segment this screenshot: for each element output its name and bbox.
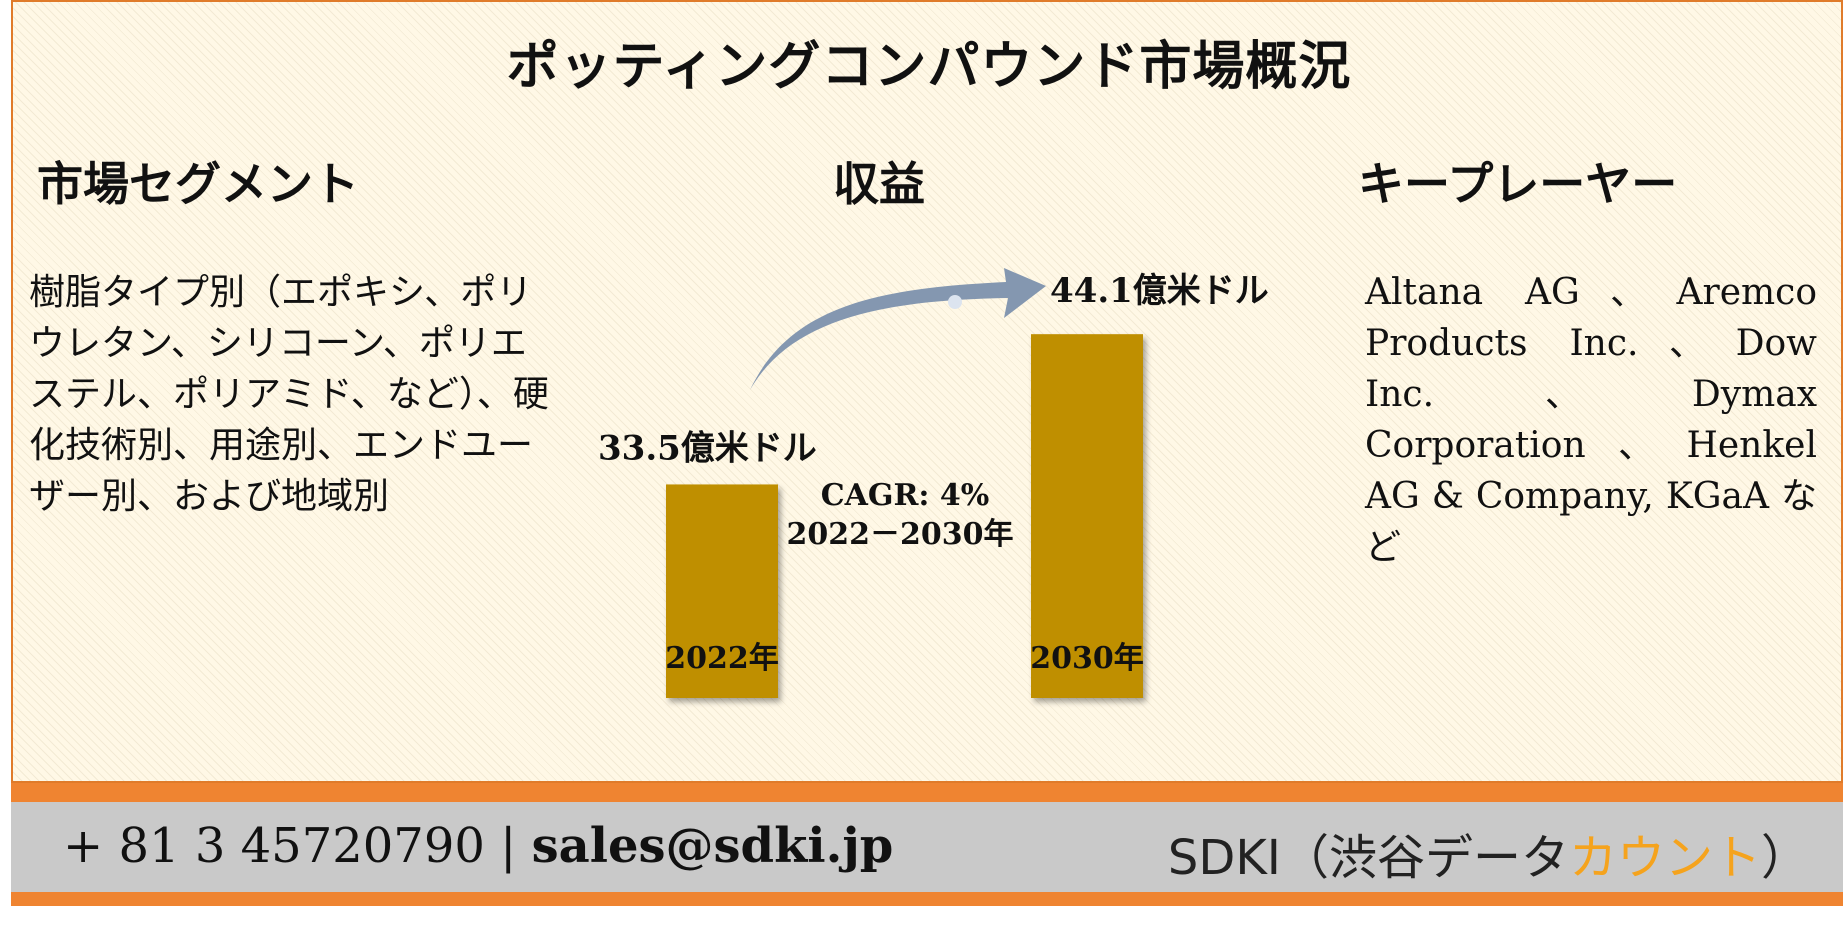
segment-description: 樹脂タイプ別（エポキシ、ポリウレタン、シリコーン、ポリエステル、ポリアミド、など… [29,272,549,517]
key-players-heading: キープレーヤー [1358,157,1678,211]
category-label-1: 2030年 [1030,641,1144,676]
email-link[interactable]: sales@sdki.jp [531,818,894,874]
brand-prefix: SDKI（渋谷データ [1167,830,1569,886]
category-label-0: 2022年 [665,641,779,676]
key-players-list: Altana AG、Aremco Products Inc.、Dow Inc.、… [1365,272,1817,568]
phone-number[interactable]: + 81 3 45720790 [63,818,485,874]
overview-panel: ポッティングコンパウンド市場概況 市場セグメント 収益 キープレーヤー 樹脂タイ… [11,0,1843,783]
value-label-1: 44.1億米ドル [1050,271,1269,311]
cagr-period-label: 2022－2030年 [787,517,1014,552]
growth-arrow [750,268,1046,390]
value-label-0: 33.5億米ドル [598,428,817,468]
bar-1 [1031,334,1143,698]
footer-bar: + 81 3 45720790 | sales@sdki.jp SDKI（渋谷デ… [11,802,1843,892]
brand-name: SDKI（渋谷データカウント） [1168,818,1809,888]
page-title: ポッティングコンパウンド市場概況 [506,36,1352,97]
bar-0 [666,484,778,698]
brand-suffix: ） [1760,830,1809,886]
arrow-highlight [948,295,962,309]
footer-top-stripe [11,783,1843,802]
footer-bottom-stripe [11,892,1843,906]
contact-info: + 81 3 45720790 | sales@sdki.jp [63,818,893,874]
revenue-heading: 収益 [833,157,925,211]
contact-separator: | [484,818,532,874]
segment-heading: 市場セグメント [37,157,359,211]
brand-accent: カウント [1568,830,1761,886]
cagr-label: CAGR: 4% [821,478,990,513]
